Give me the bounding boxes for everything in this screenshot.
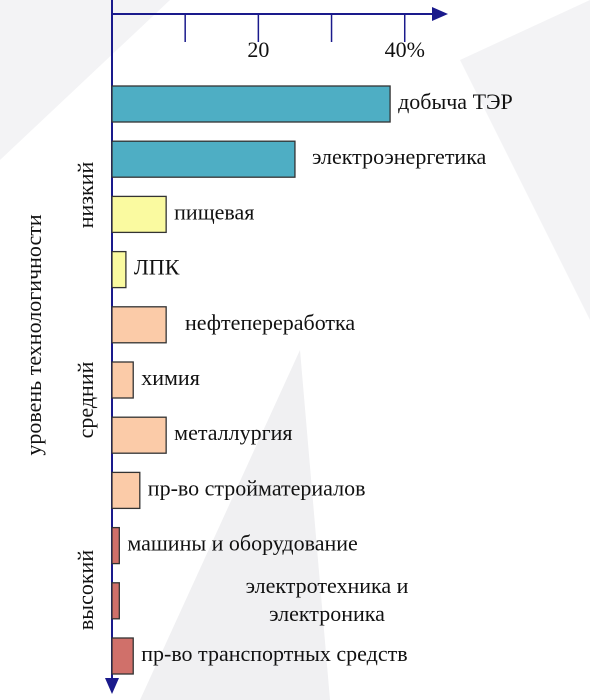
watermark — [0, 0, 170, 160]
bar — [111, 526, 120, 565]
group-label: низкий — [73, 162, 98, 229]
watermark — [140, 350, 330, 700]
bar — [111, 637, 134, 675]
category-label: электротехника и — [246, 573, 409, 598]
x-axis-arrow — [432, 7, 448, 21]
category-label: добыча ТЭР — [398, 89, 513, 114]
category-label: электроника — [269, 601, 385, 626]
bar — [111, 416, 167, 454]
group-label: высокий — [73, 550, 98, 630]
bar — [111, 361, 134, 399]
category-label: машины и оборудование — [127, 531, 357, 556]
bar — [111, 140, 296, 178]
bar — [111, 250, 127, 289]
category-label: пр-во транспортных средств — [141, 641, 407, 666]
category-label: металлургия — [174, 420, 292, 445]
category-label: электроэнергетика — [312, 144, 487, 169]
category-label: пищевая — [174, 199, 254, 224]
x-tick-label: 20 — [247, 37, 269, 62]
group-label: средний — [73, 361, 98, 438]
bar — [111, 85, 391, 123]
y-axis-arrow — [105, 678, 119, 694]
bar — [111, 471, 141, 510]
x-tick-label: 40% — [385, 37, 425, 62]
watermark — [460, 0, 590, 320]
bar — [111, 195, 167, 234]
category-label: химия — [141, 365, 200, 390]
bar — [111, 306, 167, 344]
category-label: ЛПК — [134, 255, 180, 280]
y-axis-label: уровень технологичности — [21, 214, 46, 455]
category-label: пр-во стройматериалов — [148, 475, 366, 500]
bar — [111, 582, 120, 620]
category-label: нефтепереработка — [185, 310, 355, 335]
